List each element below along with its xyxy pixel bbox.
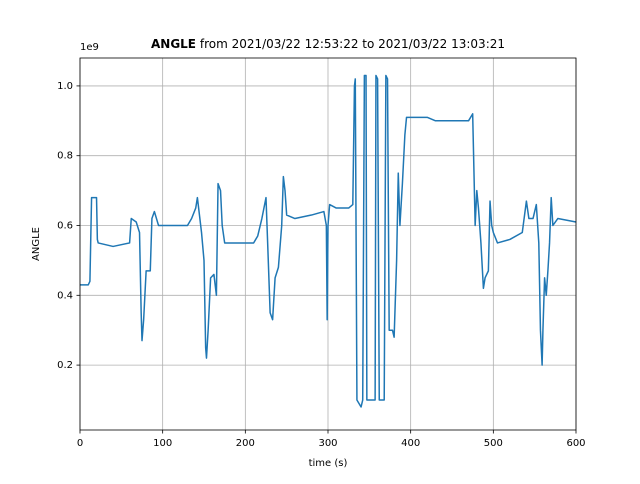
plot-frame [79, 57, 577, 431]
x-axis-label: time (s) [309, 458, 348, 469]
x-tick-label: 0 [77, 438, 83, 449]
y-tick-label: 0.2 [57, 360, 73, 371]
chart-title: ANGLE from 2021/03/22 12:53:22 to 2021/0… [151, 37, 505, 51]
y-tick-label: 0.6 [57, 221, 73, 232]
data-line [80, 74, 577, 408]
x-tick-label: 400 [401, 438, 420, 449]
y-offset-text: 1e9 [80, 42, 99, 53]
y-tick-label: 0.4 [57, 290, 73, 301]
y-tick-label: 1.0 [57, 81, 73, 92]
x-tick-label: 500 [484, 438, 503, 449]
y-axis-label: ANGLE [31, 227, 42, 261]
x-tick-label: 600 [566, 438, 585, 449]
y-tick-label: 0.8 [57, 151, 73, 162]
title-text: from 2021/03/22 12:53:22 to 2021/03/22 1… [200, 37, 505, 51]
x-tick-label: 200 [236, 438, 255, 449]
x-tick-label: 300 [318, 438, 337, 449]
x-tick-label: 100 [153, 438, 172, 449]
title-bold: ANGLE [151, 37, 196, 51]
